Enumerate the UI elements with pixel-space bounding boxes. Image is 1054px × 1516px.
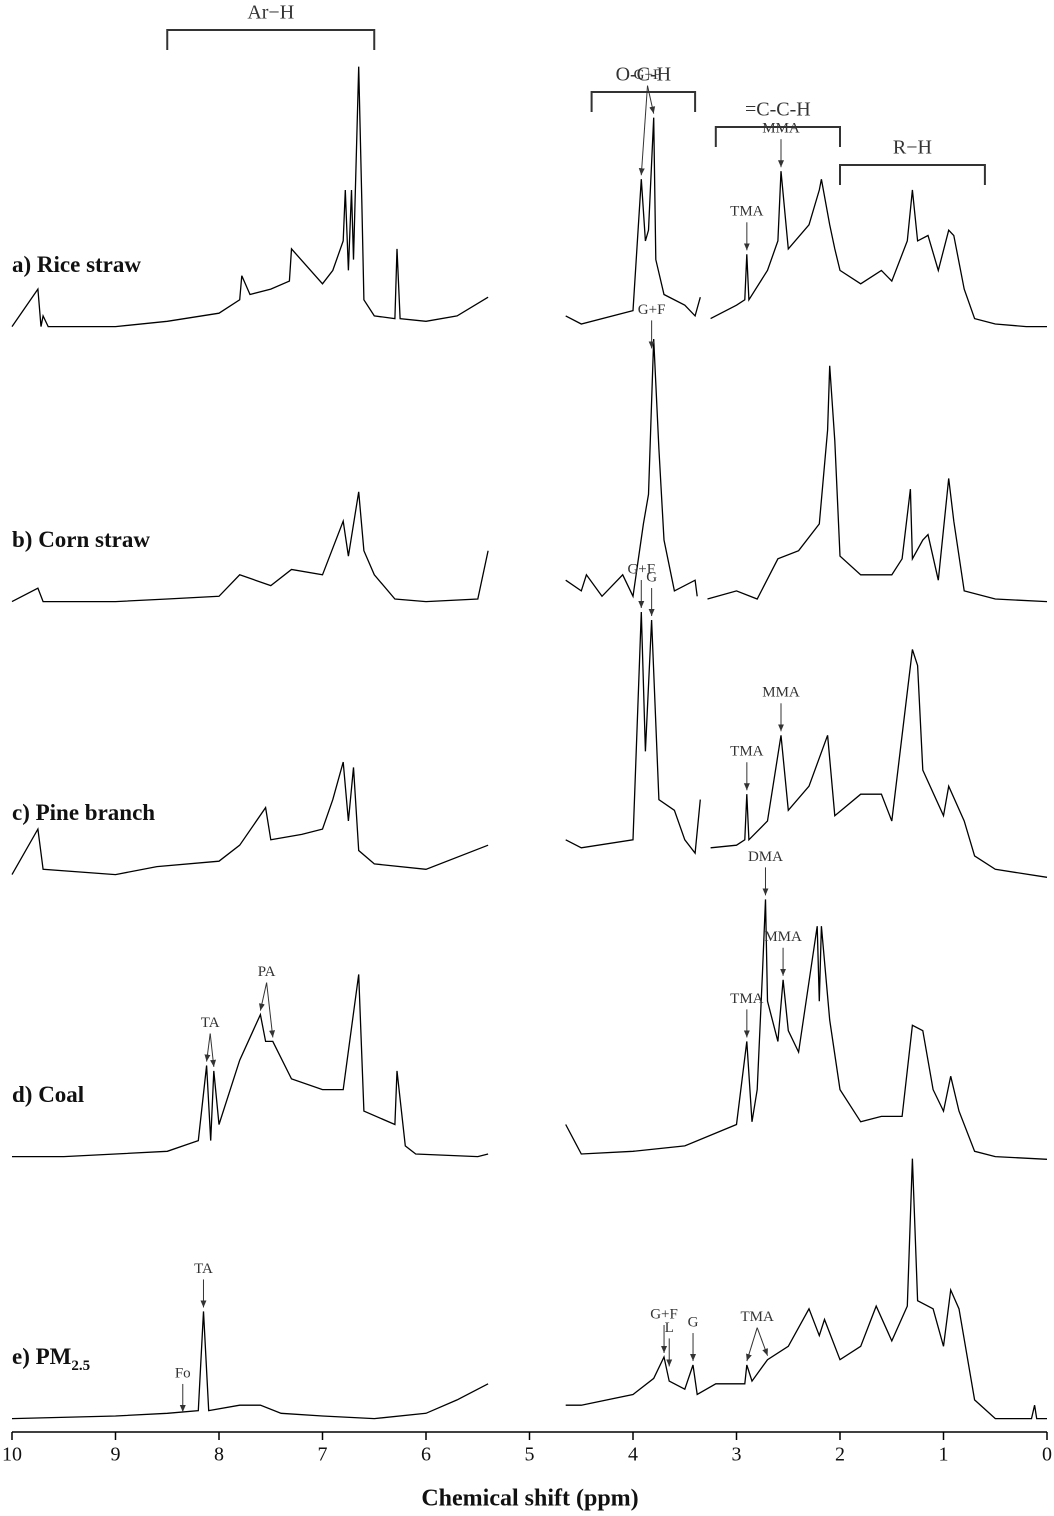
- x-tick-label: 9: [111, 1444, 121, 1466]
- x-tick-label: 0: [1042, 1444, 1052, 1466]
- series-name: b) Corn straw: [12, 527, 150, 552]
- x-tick-label: 5: [525, 1444, 535, 1466]
- series-label: e) PM2.5: [12, 1344, 90, 1374]
- annotation: G+F: [634, 67, 662, 83]
- bracket: [590, 91, 697, 112]
- annotation-arrow: [209, 1033, 217, 1067]
- x-tick-label: 2: [835, 1444, 845, 1466]
- annotation-arrow: [647, 85, 656, 114]
- annotation: L: [665, 1320, 674, 1336]
- bracket: [714, 126, 841, 147]
- series-name-sub: 2.5: [71, 1358, 90, 1374]
- bracket-label: Ar−H: [247, 2, 294, 24]
- annotation: PA: [258, 964, 276, 980]
- x-tick-label: 4: [628, 1444, 638, 1466]
- annotation: TMA: [730, 991, 764, 1007]
- annotation: MMA: [762, 121, 800, 137]
- annotation: Fo: [175, 1365, 191, 1381]
- annotation: TMA: [730, 204, 764, 220]
- annotation: G+F: [650, 1306, 678, 1322]
- annotation: G+F: [638, 302, 666, 318]
- bracket-label: =C-C-H: [745, 99, 811, 121]
- series-label: b) Corn straw: [12, 527, 150, 552]
- annotation: G: [688, 1314, 699, 1330]
- series-name: e) PM: [12, 1344, 72, 1369]
- x-tick-label: 6: [421, 1444, 431, 1466]
- spectrum: [12, 899, 1048, 1160]
- annotation: G+F: [627, 561, 655, 577]
- x-tick-label: 3: [732, 1444, 742, 1466]
- bracket-label: O-C-H: [616, 64, 672, 86]
- series-label: d) Coal: [12, 1082, 84, 1107]
- annotation: TMA: [741, 1309, 775, 1325]
- annotation-arrow: [266, 982, 276, 1038]
- series-label: a) Rice straw: [12, 252, 141, 277]
- annotation: G: [646, 569, 657, 585]
- bracket-label: R−H: [893, 137, 932, 159]
- series-label: c) Pine branch: [12, 800, 155, 825]
- annotation: TA: [194, 1261, 213, 1277]
- annotation-arrow: [638, 85, 648, 176]
- annotation-arrow: [258, 982, 268, 1011]
- annotation: DMA: [748, 849, 783, 865]
- x-axis-label: Chemical shift (ppm): [421, 1486, 638, 1512]
- annotation-arrow: [204, 1033, 211, 1062]
- x-tick-label: 7: [318, 1444, 328, 1466]
- series-name: d) Coal: [12, 1082, 84, 1107]
- annotation: MMA: [762, 685, 800, 701]
- x-tick-label: 1: [939, 1444, 949, 1466]
- annotation-arrow: [746, 1327, 758, 1362]
- series-name: a) Rice straw: [12, 252, 141, 277]
- series-name: c) Pine branch: [12, 800, 155, 825]
- spectrum: [11, 611, 1048, 878]
- spectrum: [11, 1158, 1047, 1420]
- x-tick-label: 8: [214, 1444, 224, 1466]
- annotation: TA: [201, 1015, 220, 1031]
- bracket: [166, 29, 376, 50]
- annotation: MMA: [764, 929, 802, 945]
- spectrum: [11, 66, 1047, 328]
- annotation: TMA: [730, 744, 764, 760]
- annotation-arrow: [756, 1327, 769, 1356]
- bracket: [839, 164, 986, 185]
- spectrum: [11, 338, 1048, 603]
- x-tick-label: 10: [2, 1444, 22, 1466]
